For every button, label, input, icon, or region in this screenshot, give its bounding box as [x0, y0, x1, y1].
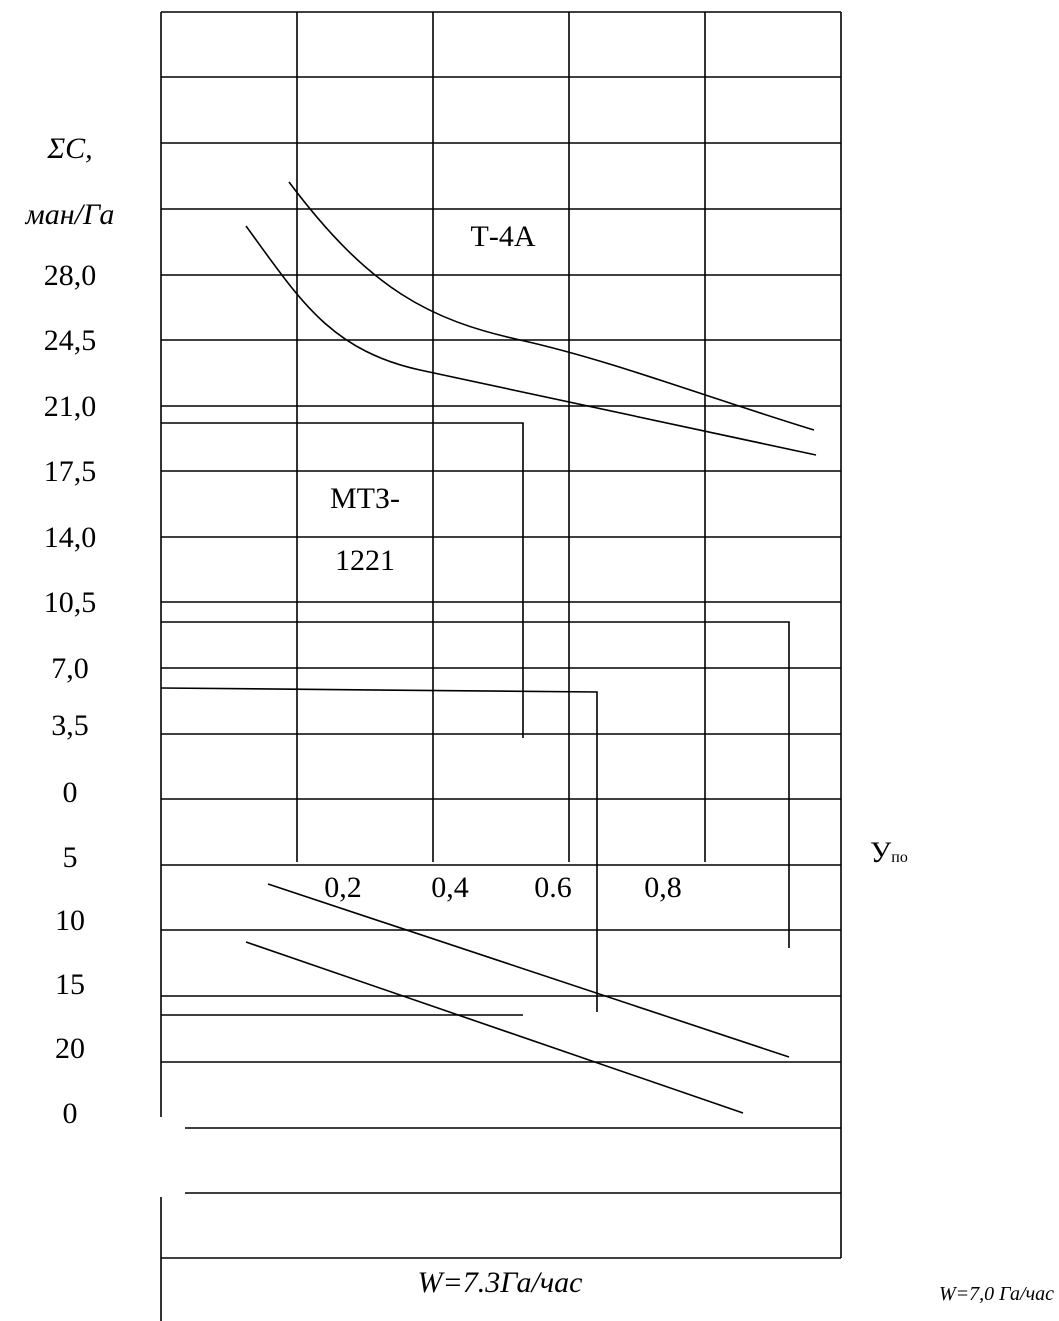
y-label: 10 — [55, 904, 85, 937]
y-label: 0 — [63, 1097, 78, 1130]
x-label: 0,2 — [324, 871, 362, 904]
x-axis-label: Упо — [870, 836, 908, 869]
y-label: 7,0 — [51, 652, 89, 685]
footer-label: W=7,0 Га/час — [939, 1283, 1054, 1305]
y-label: 24,5 — [44, 324, 97, 357]
y-label: 5 — [63, 841, 78, 874]
axis-title: ман/Га — [25, 198, 115, 231]
y-labels: 28,0 24,5 21,0 17,5 14,0 10,5 7,0 3,5 0 5 10 15 20 0 — [44, 259, 97, 1130]
curves — [160, 181, 817, 1114]
x-label: 0,4 — [431, 871, 469, 904]
grid — [160, 11, 842, 1321]
x-axis-label-main: У — [870, 836, 892, 869]
y-label: 21,0 — [44, 390, 97, 423]
axis-title: ΣC, — [46, 132, 92, 165]
x-label: 0,8 — [644, 871, 682, 904]
y-label: 3,5 — [51, 709, 89, 742]
x-labels: 0,2 0,4 0.6 0,8 — [324, 871, 682, 904]
curve-label: 1221 — [335, 544, 395, 577]
x-axis-label-sub: по — [891, 849, 908, 866]
y-label: 0 — [63, 776, 78, 809]
y-label: 10,5 — [44, 586, 97, 619]
x-label: 0.6 — [534, 871, 572, 904]
y-label: 20 — [55, 1032, 85, 1065]
y-label: 15 — [55, 968, 85, 1001]
footer-label: W=7.3Га/час — [417, 1266, 582, 1299]
y-label: 28,0 — [44, 259, 97, 292]
y-label: 17,5 — [44, 455, 97, 488]
y-label: 14,0 — [44, 521, 97, 554]
curve-label: МТЗ- — [330, 482, 400, 515]
curve-label: Т-4А — [471, 220, 536, 253]
